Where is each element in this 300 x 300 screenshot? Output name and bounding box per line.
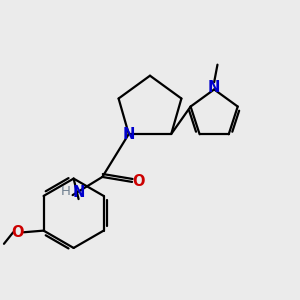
Text: N: N bbox=[72, 185, 85, 200]
Text: N: N bbox=[208, 80, 220, 95]
Text: O: O bbox=[132, 174, 144, 189]
Text: N: N bbox=[123, 127, 135, 142]
Text: O: O bbox=[12, 225, 24, 240]
Text: H: H bbox=[60, 185, 70, 198]
